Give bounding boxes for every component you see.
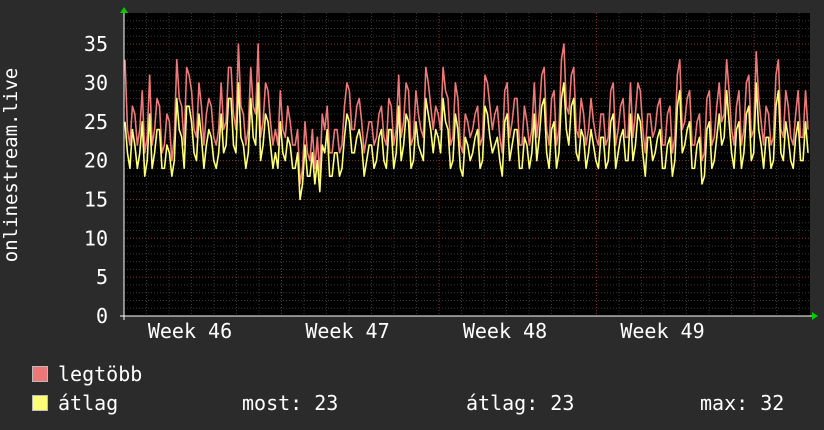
x-axis: Week 46 Week 47 Week 48 Week 49 [148,319,705,343]
series-lines [124,43,809,201]
y-tick-label: 15 [84,187,108,211]
y-tick-label: 30 [84,71,108,95]
x-tick-label: Week 47 [305,319,389,343]
y-tick-label: 10 [84,226,108,250]
y-axis: 0 5 10 15 20 25 30 35 [84,32,108,328]
stat-now: most: 23 [242,391,339,415]
y-tick-label: 25 [84,110,108,134]
x-tick-label: Week 49 [620,319,704,343]
series-line-max [124,43,809,185]
legend-item-max: legtöbb [32,362,142,386]
legend-swatch-max [32,366,48,382]
plot-background [124,13,810,316]
legend-item-avg: átlag [32,391,118,415]
stat-avg: átlag: 23 [466,391,575,415]
y-tick-label: 35 [84,32,108,56]
y-axis-label-wrap: onlinestream.live [0,0,22,330]
series-line-avg [124,82,809,201]
x-axis-arrow [812,312,818,320]
y-axis-label: onlinestream.live [0,67,22,263]
stat-max: max: 32 [700,391,785,415]
legend-label-max: legtöbb [58,362,143,386]
y-axis-arrow [120,7,128,13]
y-tick-label: 20 [84,149,108,173]
y-tick-label: 5 [96,265,108,289]
legend-label-avg: átlag [58,391,119,415]
x-tick-label: Week 46 [148,319,232,343]
y-tick-label: 0 [96,304,108,328]
legend-swatch-avg [32,395,48,411]
x-tick-label: Week 48 [463,319,547,343]
